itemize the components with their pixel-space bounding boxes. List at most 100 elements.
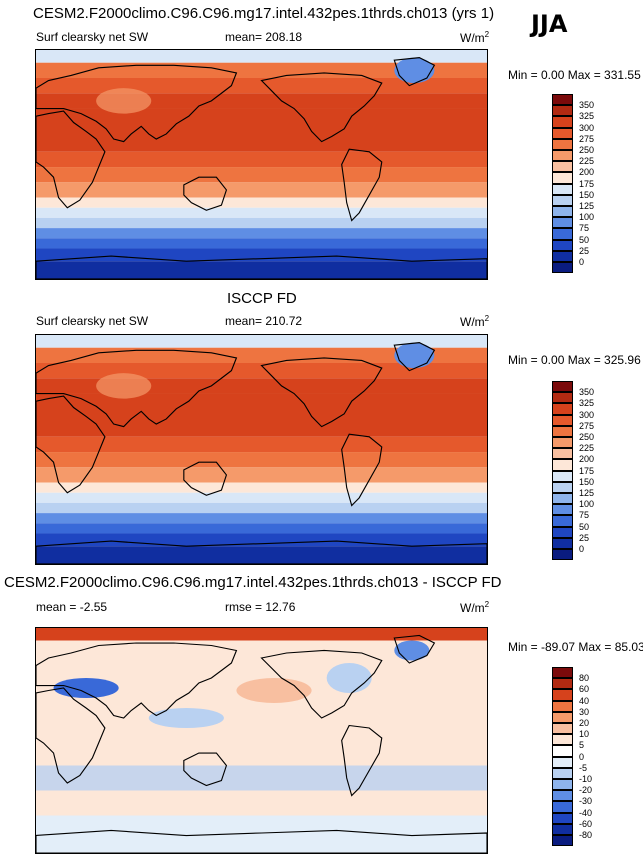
panel2-colorbar: 350 325 300 275 250 225 200 175 150 125 100 75 50 25 0	[552, 381, 632, 561]
colorbar-swatch	[552, 700, 573, 712]
panel2-units: W/m2	[460, 314, 490, 329]
panel3-colorbar: 80 60 40 30 20 10 5 0 -5 -10 -20 -30 -40 -60 -80	[552, 667, 632, 847]
colorbar-swatch	[552, 127, 573, 139]
colorbar-tick-label: 300	[579, 409, 595, 420]
colorbar-swatch	[552, 801, 573, 813]
colorbar-tick-label: 30	[579, 706, 590, 717]
colorbar-swatch	[552, 250, 573, 262]
colorbar-swatch	[552, 94, 573, 106]
colorbar-tick-label: 150	[579, 189, 595, 200]
panel2-map	[35, 334, 488, 565]
colorbar-swatch	[552, 116, 573, 128]
colorbar-tick-label: 200	[579, 454, 595, 465]
colorbar-tick-label: 250	[579, 432, 595, 442]
colorbar-tick-label: 25	[579, 532, 590, 543]
colorbar-swatch	[552, 767, 573, 779]
colorbar-tick-label: 0	[579, 257, 585, 267]
colorbar-tick-label: 200	[579, 167, 595, 178]
colorbar-tick-label: -80	[579, 830, 593, 840]
colorbar-swatch	[552, 138, 573, 150]
colorbar-tick-label: 5	[579, 740, 585, 751]
colorbar-swatch	[552, 689, 573, 701]
colorbar-swatch	[552, 711, 573, 723]
colorbar-tick-label: -40	[579, 807, 593, 818]
season-label: JJA	[531, 10, 568, 38]
colorbar-swatch	[552, 812, 573, 824]
colorbar-swatch	[552, 448, 573, 460]
colorbar-swatch	[552, 823, 573, 835]
colorbar-tick-label: 275	[579, 420, 595, 431]
colorbar-swatch	[552, 723, 573, 735]
coastline	[183, 752, 228, 787]
colorbar-swatch	[552, 425, 573, 437]
colorbar-tick-label: 125	[579, 201, 595, 211]
coastline	[393, 342, 436, 372]
coastline	[36, 110, 106, 209]
panel3-units: W/m2	[460, 600, 490, 615]
colorbar-swatch	[552, 105, 573, 117]
colorbar-tick-label: 0	[579, 544, 585, 554]
coastline	[341, 724, 383, 797]
colorbar-swatch	[552, 745, 573, 757]
coastline	[183, 176, 228, 211]
colorbar-swatch	[552, 835, 573, 847]
colorbar-swatch	[552, 183, 573, 195]
colorbar-swatch	[552, 228, 573, 240]
coastline	[36, 642, 238, 719]
colorbar-swatch	[552, 437, 573, 449]
colorbar-swatch	[552, 403, 573, 415]
colorbar-tick-label: -30	[579, 796, 593, 807]
colorbar-swatch	[552, 194, 573, 206]
colorbar-tick-label: -10	[579, 774, 593, 784]
colorbar-swatch	[552, 756, 573, 768]
colorbar-tick-label: 80	[579, 673, 590, 684]
colorbar-swatch	[552, 459, 573, 471]
colorbar-tick-label: 75	[579, 223, 590, 234]
colorbar-tick-label: 300	[579, 122, 595, 133]
colorbar-swatch	[552, 734, 573, 746]
panel3-map	[35, 627, 488, 854]
coastline	[260, 72, 383, 143]
coastline	[341, 433, 383, 507]
panel1-colorbar: 350 325 300 275 250 225 200 175 150 125 100 75 50 25 0	[552, 94, 632, 274]
colorbar-swatch	[552, 381, 573, 393]
colorbar-swatch	[552, 206, 573, 218]
panel2-mean: mean= 210.72	[225, 314, 303, 328]
colorbar-tick-label: 250	[579, 145, 595, 155]
colorbar-swatch	[552, 470, 573, 482]
colorbar-swatch	[552, 537, 573, 549]
colorbar-swatch	[552, 549, 573, 561]
colorbar-tick-label: 325	[579, 111, 595, 122]
colorbar-tick-label: 175	[579, 178, 595, 189]
colorbar-tick-label: 100	[579, 212, 595, 223]
colorbar-tick-label: 175	[579, 465, 595, 476]
panel1-minmax: Min = 0.00 Max = 331.55	[508, 68, 641, 82]
colorbar-tick-label: 40	[579, 695, 590, 706]
colorbar-swatch	[552, 504, 573, 516]
coastline	[183, 461, 228, 496]
colorbar-tick-label: 0	[579, 751, 585, 762]
panel1-variable: Surf clearsky net SW	[36, 30, 149, 44]
coastline	[36, 395, 106, 494]
panel1-map	[35, 49, 488, 280]
colorbar-tick-label: 225	[579, 443, 595, 454]
colorbar-swatch	[552, 150, 573, 162]
coastline	[36, 255, 487, 279]
colorbar-tick-label: 75	[579, 510, 590, 521]
colorbar-swatch	[552, 493, 573, 505]
colorbar-tick-label: 150	[579, 476, 595, 487]
colorbar-swatch	[552, 392, 573, 404]
panel1-title: CESM2.F2000climo.C96.C96.mg17.intel.432p…	[33, 5, 495, 22]
colorbar-swatch	[552, 515, 573, 527]
panel1-mean: mean= 208.18	[225, 30, 303, 44]
colorbar-swatch	[552, 790, 573, 802]
colorbar-swatch	[552, 678, 573, 690]
colorbar-tick-label: 275	[579, 133, 595, 144]
panel3-minmax: Min = -89.07 Max = 85.03	[508, 640, 643, 654]
colorbar-tick-label: 25	[579, 245, 590, 256]
coastline	[260, 357, 383, 428]
coastline	[36, 64, 238, 143]
colorbar-swatch	[552, 217, 573, 229]
colorbar-tick-label: -20	[579, 785, 593, 796]
colorbar-swatch	[552, 239, 573, 251]
